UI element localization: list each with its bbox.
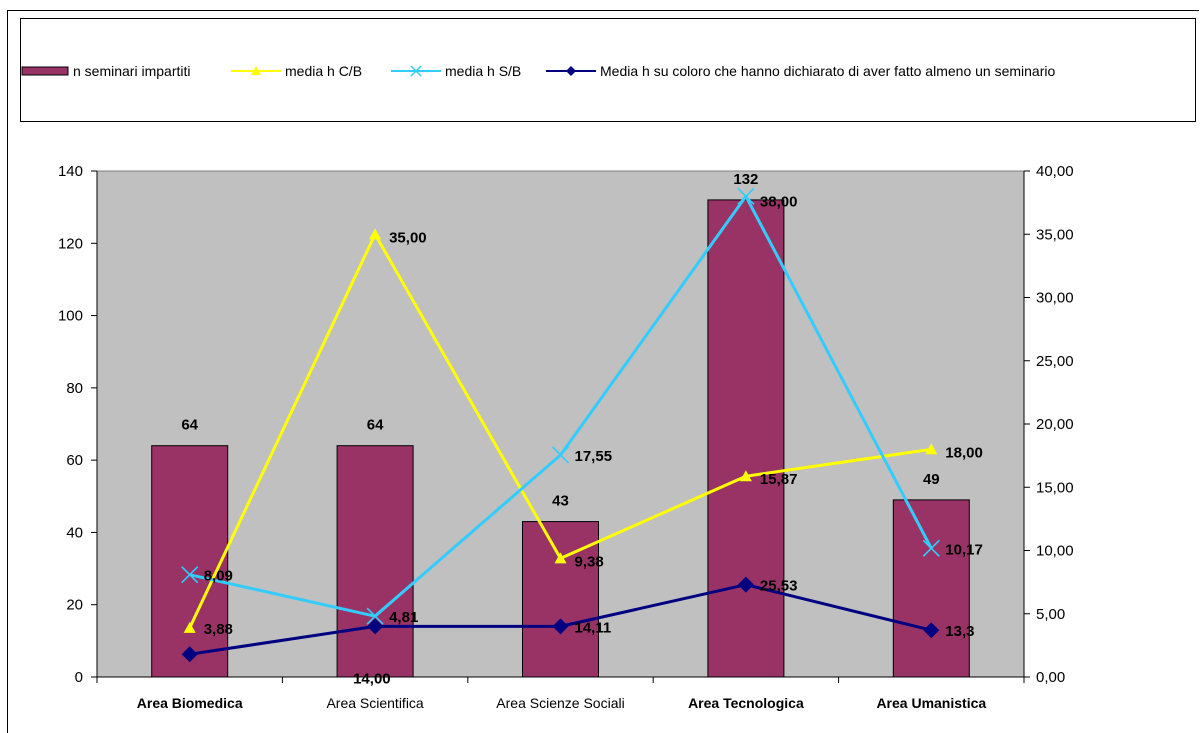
- bar: [892, 499, 970, 678]
- point: [552, 618, 569, 635]
- legend-swatch-bars: [21, 66, 69, 76]
- point: [739, 470, 752, 482]
- bar-value-label: 132: [733, 171, 758, 188]
- y-left-tick-label: 100: [58, 308, 83, 325]
- y-left-tick-label: 140: [58, 163, 83, 180]
- point-value-label: 3,88: [204, 621, 233, 638]
- point-value-label: 13,3: [945, 623, 974, 640]
- y-left-tick-label: 40: [66, 524, 83, 541]
- legend-label-series-2: Media h su coloro che hanno dichiarato d…: [600, 63, 1056, 79]
- point-value-label: 6,32: [212, 731, 241, 733]
- legend-label-series-1: media h S/B: [445, 63, 522, 79]
- y-right-tick-label: 25,00: [1036, 353, 1074, 370]
- point: [554, 552, 567, 564]
- y-right-tick-label: 35,00: [1036, 226, 1074, 243]
- legend-swatch-series-2: [546, 66, 596, 76]
- point: [183, 621, 196, 633]
- y-left-tick-label: 120: [58, 235, 83, 252]
- point: [181, 566, 199, 584]
- point-value-label: 18,00: [945, 444, 983, 461]
- point-value-label: 9,38: [575, 553, 604, 570]
- x-tick-label: Area Scienze Sociali: [496, 695, 624, 711]
- point: [737, 576, 754, 593]
- point: [181, 646, 198, 663]
- point: [366, 607, 384, 625]
- point: [925, 443, 938, 455]
- bar-value-label: 43: [552, 493, 569, 510]
- point-value-label: 35,00: [389, 229, 427, 246]
- chart-frame: [7, 10, 1199, 733]
- point: [367, 618, 384, 635]
- bar-value-label: 64: [181, 417, 198, 434]
- point: [369, 228, 382, 240]
- y-left-tick-label: 60: [66, 452, 83, 469]
- legend-swatch-series-0: [231, 66, 281, 75]
- x-tick-label: Area Tecnologica: [688, 695, 804, 711]
- y-left-tick-label: 20: [66, 597, 83, 614]
- y-right-tick-label: 0,00: [1036, 669, 1065, 686]
- y-right-tick-label: 20,00: [1036, 416, 1074, 433]
- bar: [336, 445, 414, 678]
- y-right-tick-label: 15,00: [1036, 479, 1074, 496]
- point: [923, 622, 940, 639]
- point: [922, 539, 940, 557]
- point-value-label: 15,87: [760, 471, 798, 488]
- point-value-label: 38,00: [760, 193, 798, 210]
- legend-label-series-0: media h C/B: [285, 63, 363, 79]
- x-tick-label: Area Biomedica: [137, 695, 243, 711]
- point-value-label: 4,81: [389, 609, 418, 626]
- x-tick-label: Area Umanistica: [876, 695, 986, 711]
- x-tick-label: Area Scientifica: [326, 695, 423, 711]
- point-value-label: 8,09: [204, 568, 233, 585]
- point: [737, 187, 755, 205]
- bar: [707, 199, 785, 678]
- y-right-tick-label: 10,00: [1036, 543, 1074, 560]
- bar-value-label: 49: [923, 471, 940, 488]
- y-left-tick-label: 0: [75, 669, 83, 686]
- bar-value-label: 64: [367, 417, 384, 434]
- point-value-label: 14,11: [575, 619, 612, 636]
- y-right-tick-label: 5,00: [1036, 606, 1065, 623]
- point-value-label: 25,53: [760, 578, 798, 595]
- y-right-tick-label: 40,00: [1036, 163, 1074, 180]
- bar: [151, 445, 229, 678]
- y-left-tick-label: 80: [66, 380, 83, 397]
- point-value-label: 17,55: [575, 448, 613, 465]
- legend-label-bars: n seminari impartiti: [73, 63, 191, 79]
- legend-swatch-series-1: [391, 65, 441, 77]
- bar: [522, 521, 599, 678]
- y-right-tick-label: 30,00: [1036, 290, 1074, 307]
- point-value-label: 10,17: [945, 541, 983, 558]
- legend: n seminari impartiti media h C/B media h…: [20, 18, 1196, 122]
- point: [551, 446, 570, 464]
- point-value-label: 14,00: [353, 670, 391, 687]
